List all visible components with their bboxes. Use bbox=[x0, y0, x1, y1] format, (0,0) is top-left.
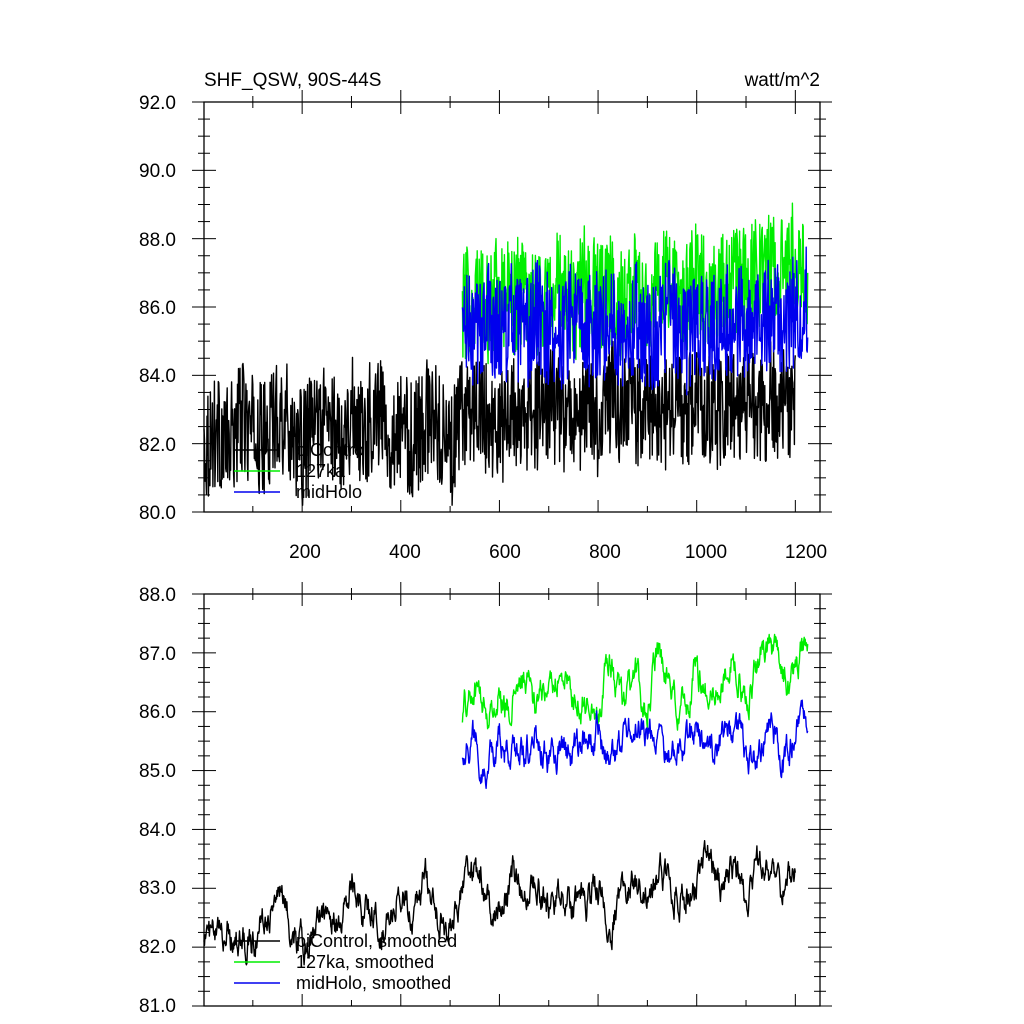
legend-label: piControl, smoothed bbox=[296, 931, 457, 951]
x-tick-label: 400 bbox=[389, 542, 421, 563]
series-line-midholo-smoothed bbox=[461, 699, 809, 789]
y-tick-label: 90.0 bbox=[139, 161, 176, 182]
plot-area-bottom bbox=[203, 633, 809, 966]
x-tick-label: 600 bbox=[489, 542, 521, 563]
y-tick-label: 86.0 bbox=[139, 702, 176, 723]
plot-area-top bbox=[203, 202, 809, 506]
x-tick-labels-top: 200 400 600 800 1000 1200 bbox=[289, 542, 827, 563]
legend-bottom: piControl, smoothed 127ka, smoothed midH… bbox=[234, 931, 457, 993]
x-tick-label: 200 bbox=[289, 542, 321, 563]
series-line-picontrol-smoothed bbox=[203, 840, 796, 966]
y-tick-label: 87.0 bbox=[139, 644, 176, 665]
y-tick-labels-bottom: 88.0 87.0 86.0 85.0 84.0 83.0 82.0 81.0 bbox=[139, 585, 176, 1017]
legend-label: 127ka, smoothed bbox=[296, 952, 434, 972]
units-label: watt/m^2 bbox=[744, 70, 820, 91]
legend-label: 127ka bbox=[296, 461, 346, 481]
y-tick-label: 80.0 bbox=[139, 503, 176, 524]
y-tick-label: 84.0 bbox=[139, 820, 176, 841]
axis-ticks-bottom bbox=[192, 582, 832, 1007]
legend-top: piControl 127ka midHolo bbox=[234, 440, 368, 502]
chart-title: SHF_QSW, 90S-44S bbox=[204, 70, 381, 91]
y-tick-label: 92.0 bbox=[139, 93, 176, 114]
series-line-127ka-smoothed bbox=[461, 633, 809, 731]
y-tick-labels-top: 92.0 90.0 88.0 86.0 84.0 82.0 80.0 bbox=[139, 93, 176, 524]
y-tick-label: 82.0 bbox=[139, 937, 176, 958]
y-tick-label: 85.0 bbox=[139, 761, 176, 782]
x-tick-label: 800 bbox=[589, 542, 621, 563]
panel-bottom: 88.0 87.0 86.0 85.0 84.0 83.0 82.0 81.0 … bbox=[139, 582, 832, 1017]
y-tick-label: 83.0 bbox=[139, 878, 176, 899]
legend-label: midHolo, smoothed bbox=[296, 973, 451, 993]
panel-top: SHF_QSW, 90S-44S watt/m^2 92.0 90.0 88.0… bbox=[139, 70, 832, 563]
legend-label: midHolo bbox=[296, 482, 362, 502]
x-tick-label: 1000 bbox=[685, 542, 727, 563]
y-tick-label: 88.0 bbox=[139, 585, 176, 606]
legend-label: piControl bbox=[296, 440, 368, 460]
y-tick-label: 88.0 bbox=[139, 230, 176, 251]
y-tick-label: 86.0 bbox=[139, 298, 176, 319]
axis-ticks-top bbox=[192, 90, 832, 513]
x-tick-label: 1200 bbox=[785, 542, 827, 563]
y-tick-label: 82.0 bbox=[139, 435, 176, 456]
series-line-midholo bbox=[461, 246, 809, 396]
y-tick-label: 81.0 bbox=[139, 996, 176, 1017]
y-tick-label: 84.0 bbox=[139, 366, 176, 387]
